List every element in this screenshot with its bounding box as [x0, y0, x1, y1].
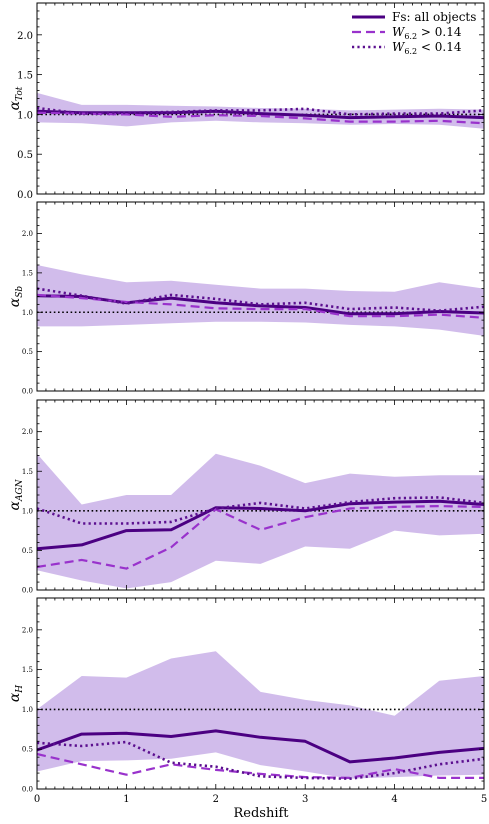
- legend-label: Fs: all objects: [392, 10, 476, 24]
- y-tick-label: 1.0: [22, 309, 33, 317]
- y-tick-label: 2.0: [22, 428, 33, 436]
- y-tick-label: 1.5: [22, 468, 33, 476]
- y-tick-label: 1.5: [22, 269, 33, 277]
- y-tick-label: 2.0: [17, 31, 33, 42]
- y-tick-label: 0.5: [22, 348, 33, 356]
- panels: 0.00.51.01.52.0αTot0.00.51.01.52.0αSb0.0…: [7, 2, 487, 805]
- series-dotted-line: [36, 496, 485, 525]
- y-tick-label: 1.5: [22, 666, 33, 674]
- series-solid-line: [36, 109, 485, 120]
- x-tick-label: 4: [391, 794, 397, 805]
- x-axis-label: Redshift: [233, 806, 289, 821]
- x-tick-label: 3: [302, 794, 308, 805]
- y-tick-label: 1.0: [22, 507, 33, 515]
- y-tick-label: 0.0: [22, 587, 33, 595]
- y-tick-label: 0.0: [22, 388, 33, 396]
- x-tick-label: 5: [481, 794, 487, 805]
- panel-3: 0.0 0.5 1.0 1.5 2.0 αAGN: [7, 399, 485, 595]
- panel-1: 0.0 0.5 1.0 1.5 2.0 αTot: [7, 2, 485, 201]
- y-tick-label: 2.0: [22, 626, 33, 634]
- panel-2: 0.0 0.5 1.0 1.5 2.0 αSb: [7, 201, 485, 396]
- y-axis-label--h: αH: [7, 685, 25, 702]
- series-dotted-line: [36, 740, 485, 781]
- x-tick-label: 0: [34, 794, 40, 805]
- uncertainty-band: [37, 453, 484, 589]
- y-tick-label: 1.5: [17, 71, 33, 82]
- series-solid-line: [36, 499, 485, 551]
- y-tick-label: 0.5: [22, 746, 33, 754]
- y-tick-label: 0.5: [22, 547, 33, 555]
- series-dashed-line: [36, 505, 485, 570]
- panel-4: 0.0 0.5 1.0 1.5 2.0 0 1 2 3 4 5 αH: [7, 597, 487, 805]
- legend-label: W6.2 > 0.14: [392, 25, 462, 41]
- y-axis-label--tot: αTot: [7, 86, 25, 110]
- series-dashed-line: [36, 293, 485, 319]
- y-axis-label--sb: αSb: [7, 286, 25, 308]
- y-axis-label--agn: αAGN: [7, 478, 25, 510]
- y-tick-label: 0.5: [17, 150, 33, 161]
- uncertainty-band: [37, 92, 484, 129]
- x-tick-label: 2: [213, 794, 219, 805]
- y-tick-label: 1.0: [17, 110, 33, 121]
- uncertainty-band: [37, 651, 484, 779]
- series-dotted-line: [36, 106, 485, 116]
- series-solid-line: [36, 729, 485, 764]
- x-tick-label: 1: [123, 794, 129, 805]
- series-dashed-line: [36, 752, 484, 780]
- legend-label: W6.2 < 0.14: [392, 40, 462, 56]
- y-tick-label: 1.0: [22, 706, 33, 714]
- y-tick-label: 0.0: [22, 786, 33, 794]
- series-dashed-line: [36, 111, 485, 125]
- y-tick-label: 0.0: [17, 190, 33, 201]
- uncertainty-band: [37, 265, 484, 336]
- y-tick-label: 2.0: [22, 230, 33, 238]
